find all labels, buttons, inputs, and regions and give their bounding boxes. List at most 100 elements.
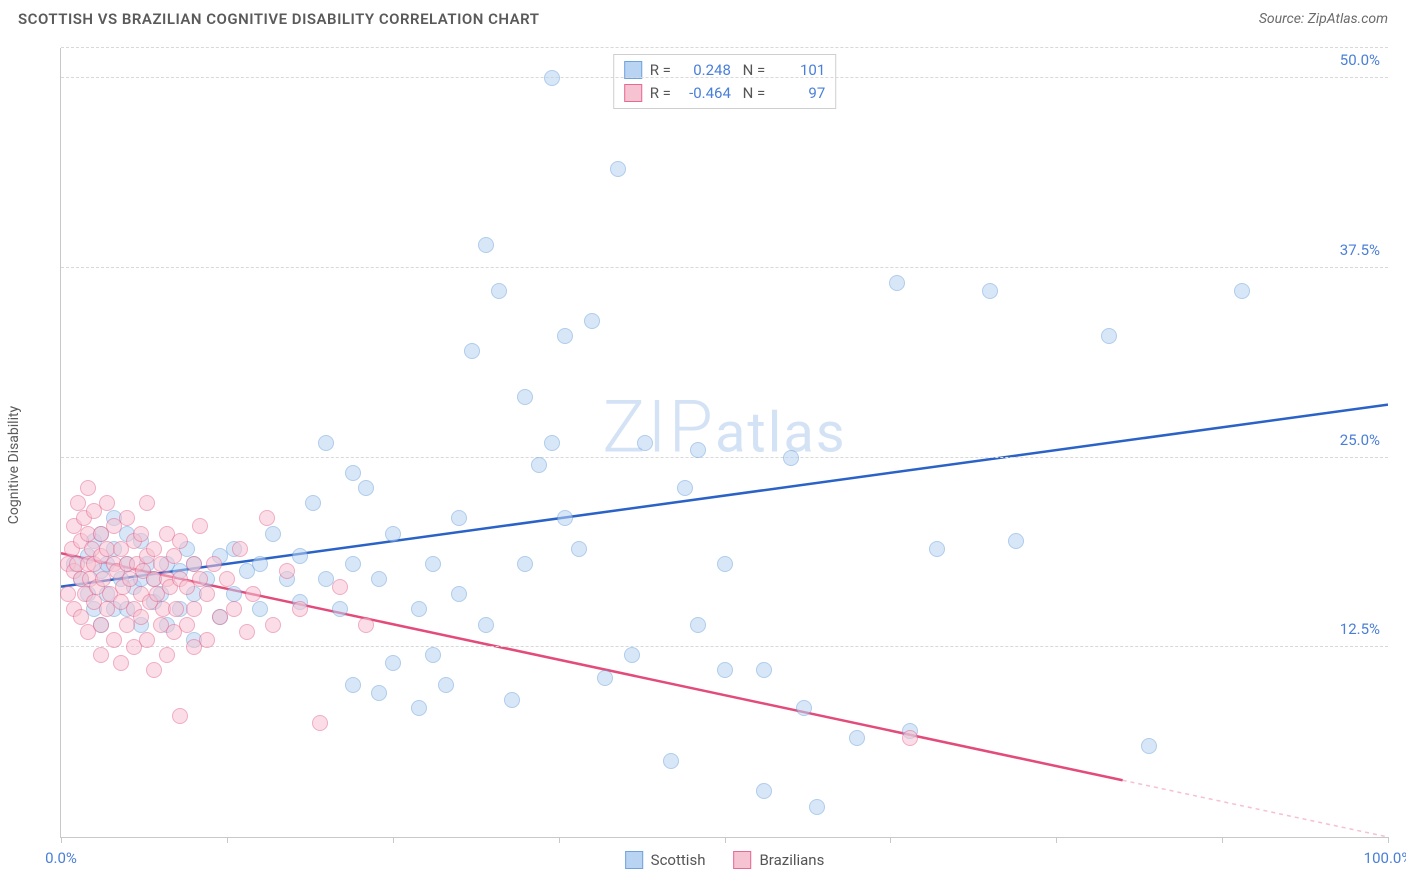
data-point xyxy=(192,518,208,534)
data-point xyxy=(717,662,733,678)
data-point xyxy=(93,617,109,633)
data-point xyxy=(809,799,825,815)
data-point xyxy=(597,670,613,686)
data-point xyxy=(73,609,89,625)
ytick-label: 50.0% xyxy=(1340,51,1380,69)
data-point xyxy=(451,586,467,602)
data-point xyxy=(517,389,533,405)
data-point xyxy=(245,586,261,602)
xtick xyxy=(61,837,62,843)
data-point xyxy=(93,647,109,663)
legend-item-brazilians: Brazilians xyxy=(733,851,824,869)
data-point xyxy=(179,617,195,633)
gridline-h xyxy=(61,646,1388,647)
ytick-label: 37.5% xyxy=(1340,241,1380,259)
xtick xyxy=(890,837,891,843)
data-point xyxy=(99,495,115,511)
chart-container: Cognitive Disability ZIPatlas R = 0.248 … xyxy=(18,48,1388,882)
data-point xyxy=(345,677,361,693)
data-point xyxy=(1008,533,1024,549)
data-point xyxy=(226,601,242,617)
data-point xyxy=(902,730,918,746)
data-point xyxy=(146,662,162,678)
ytick-label: 25.0% xyxy=(1340,431,1380,449)
data-point xyxy=(584,313,600,329)
data-point xyxy=(172,533,188,549)
gridline-h xyxy=(61,47,1388,48)
data-point xyxy=(425,647,441,663)
data-point xyxy=(425,556,441,572)
data-point xyxy=(371,685,387,701)
legend: Scottish Brazilians xyxy=(625,851,825,869)
data-point xyxy=(478,617,494,633)
data-point xyxy=(265,617,281,633)
plot-area: ZIPatlas R = 0.248 N = 101 R = -0.464 N … xyxy=(60,48,1388,838)
legend-label-scottish: Scottish xyxy=(651,851,706,869)
xtick-label: 0.0% xyxy=(45,849,77,867)
data-point xyxy=(464,343,480,359)
data-point xyxy=(411,601,427,617)
ytick-label: 12.5% xyxy=(1340,620,1380,638)
data-point xyxy=(219,571,235,587)
stats-box: R = 0.248 N = 101 R = -0.464 N = 97 xyxy=(613,54,837,109)
legend-swatch-scottish xyxy=(625,851,643,869)
data-point xyxy=(279,563,295,579)
data-point xyxy=(438,677,454,693)
stats-row-brazilians: R = -0.464 N = 97 xyxy=(624,82,826,105)
data-point xyxy=(358,480,374,496)
data-point xyxy=(305,495,321,511)
data-point xyxy=(849,730,865,746)
data-point xyxy=(544,435,560,451)
data-point xyxy=(318,435,334,451)
gridline-h xyxy=(61,267,1388,268)
gridline-h xyxy=(61,77,1388,78)
data-point xyxy=(252,556,268,572)
data-point xyxy=(159,647,175,663)
data-point xyxy=(199,632,215,648)
data-point xyxy=(239,624,255,640)
data-point xyxy=(610,161,626,177)
data-point xyxy=(982,283,998,299)
y-axis-label: Cognitive Disability xyxy=(6,406,22,524)
data-point xyxy=(312,715,328,731)
xtick xyxy=(1388,837,1389,843)
data-point xyxy=(531,457,547,473)
legend-swatch-brazilians xyxy=(733,851,751,869)
data-point xyxy=(106,632,122,648)
data-point xyxy=(624,647,640,663)
chart-title: SCOTTISH VS BRAZILIAN COGNITIVE DISABILI… xyxy=(18,10,539,28)
data-point xyxy=(133,526,149,542)
data-point xyxy=(358,617,374,633)
xtick xyxy=(725,837,726,843)
data-point xyxy=(265,526,281,542)
data-point xyxy=(139,495,155,511)
data-point xyxy=(332,601,348,617)
data-point xyxy=(1141,738,1157,754)
data-point xyxy=(371,571,387,587)
data-point xyxy=(677,480,693,496)
data-point xyxy=(252,601,268,617)
data-point xyxy=(332,579,348,595)
data-point xyxy=(113,655,129,671)
data-point xyxy=(557,510,573,526)
data-point xyxy=(232,541,248,557)
data-point xyxy=(690,617,706,633)
n-value-brazilians: 97 xyxy=(773,82,825,105)
xtick xyxy=(1222,837,1223,843)
data-point xyxy=(544,70,560,86)
xtick xyxy=(227,837,228,843)
data-point xyxy=(292,601,308,617)
data-point xyxy=(199,586,215,602)
data-point xyxy=(783,450,799,466)
data-point xyxy=(345,556,361,572)
data-point xyxy=(139,632,155,648)
data-point xyxy=(889,275,905,291)
data-point xyxy=(166,548,182,564)
gridline-h xyxy=(61,457,1388,458)
data-point xyxy=(146,541,162,557)
data-point xyxy=(80,480,96,496)
data-point xyxy=(345,465,361,481)
data-point xyxy=(1101,328,1117,344)
data-point xyxy=(504,692,520,708)
data-point xyxy=(60,586,76,602)
